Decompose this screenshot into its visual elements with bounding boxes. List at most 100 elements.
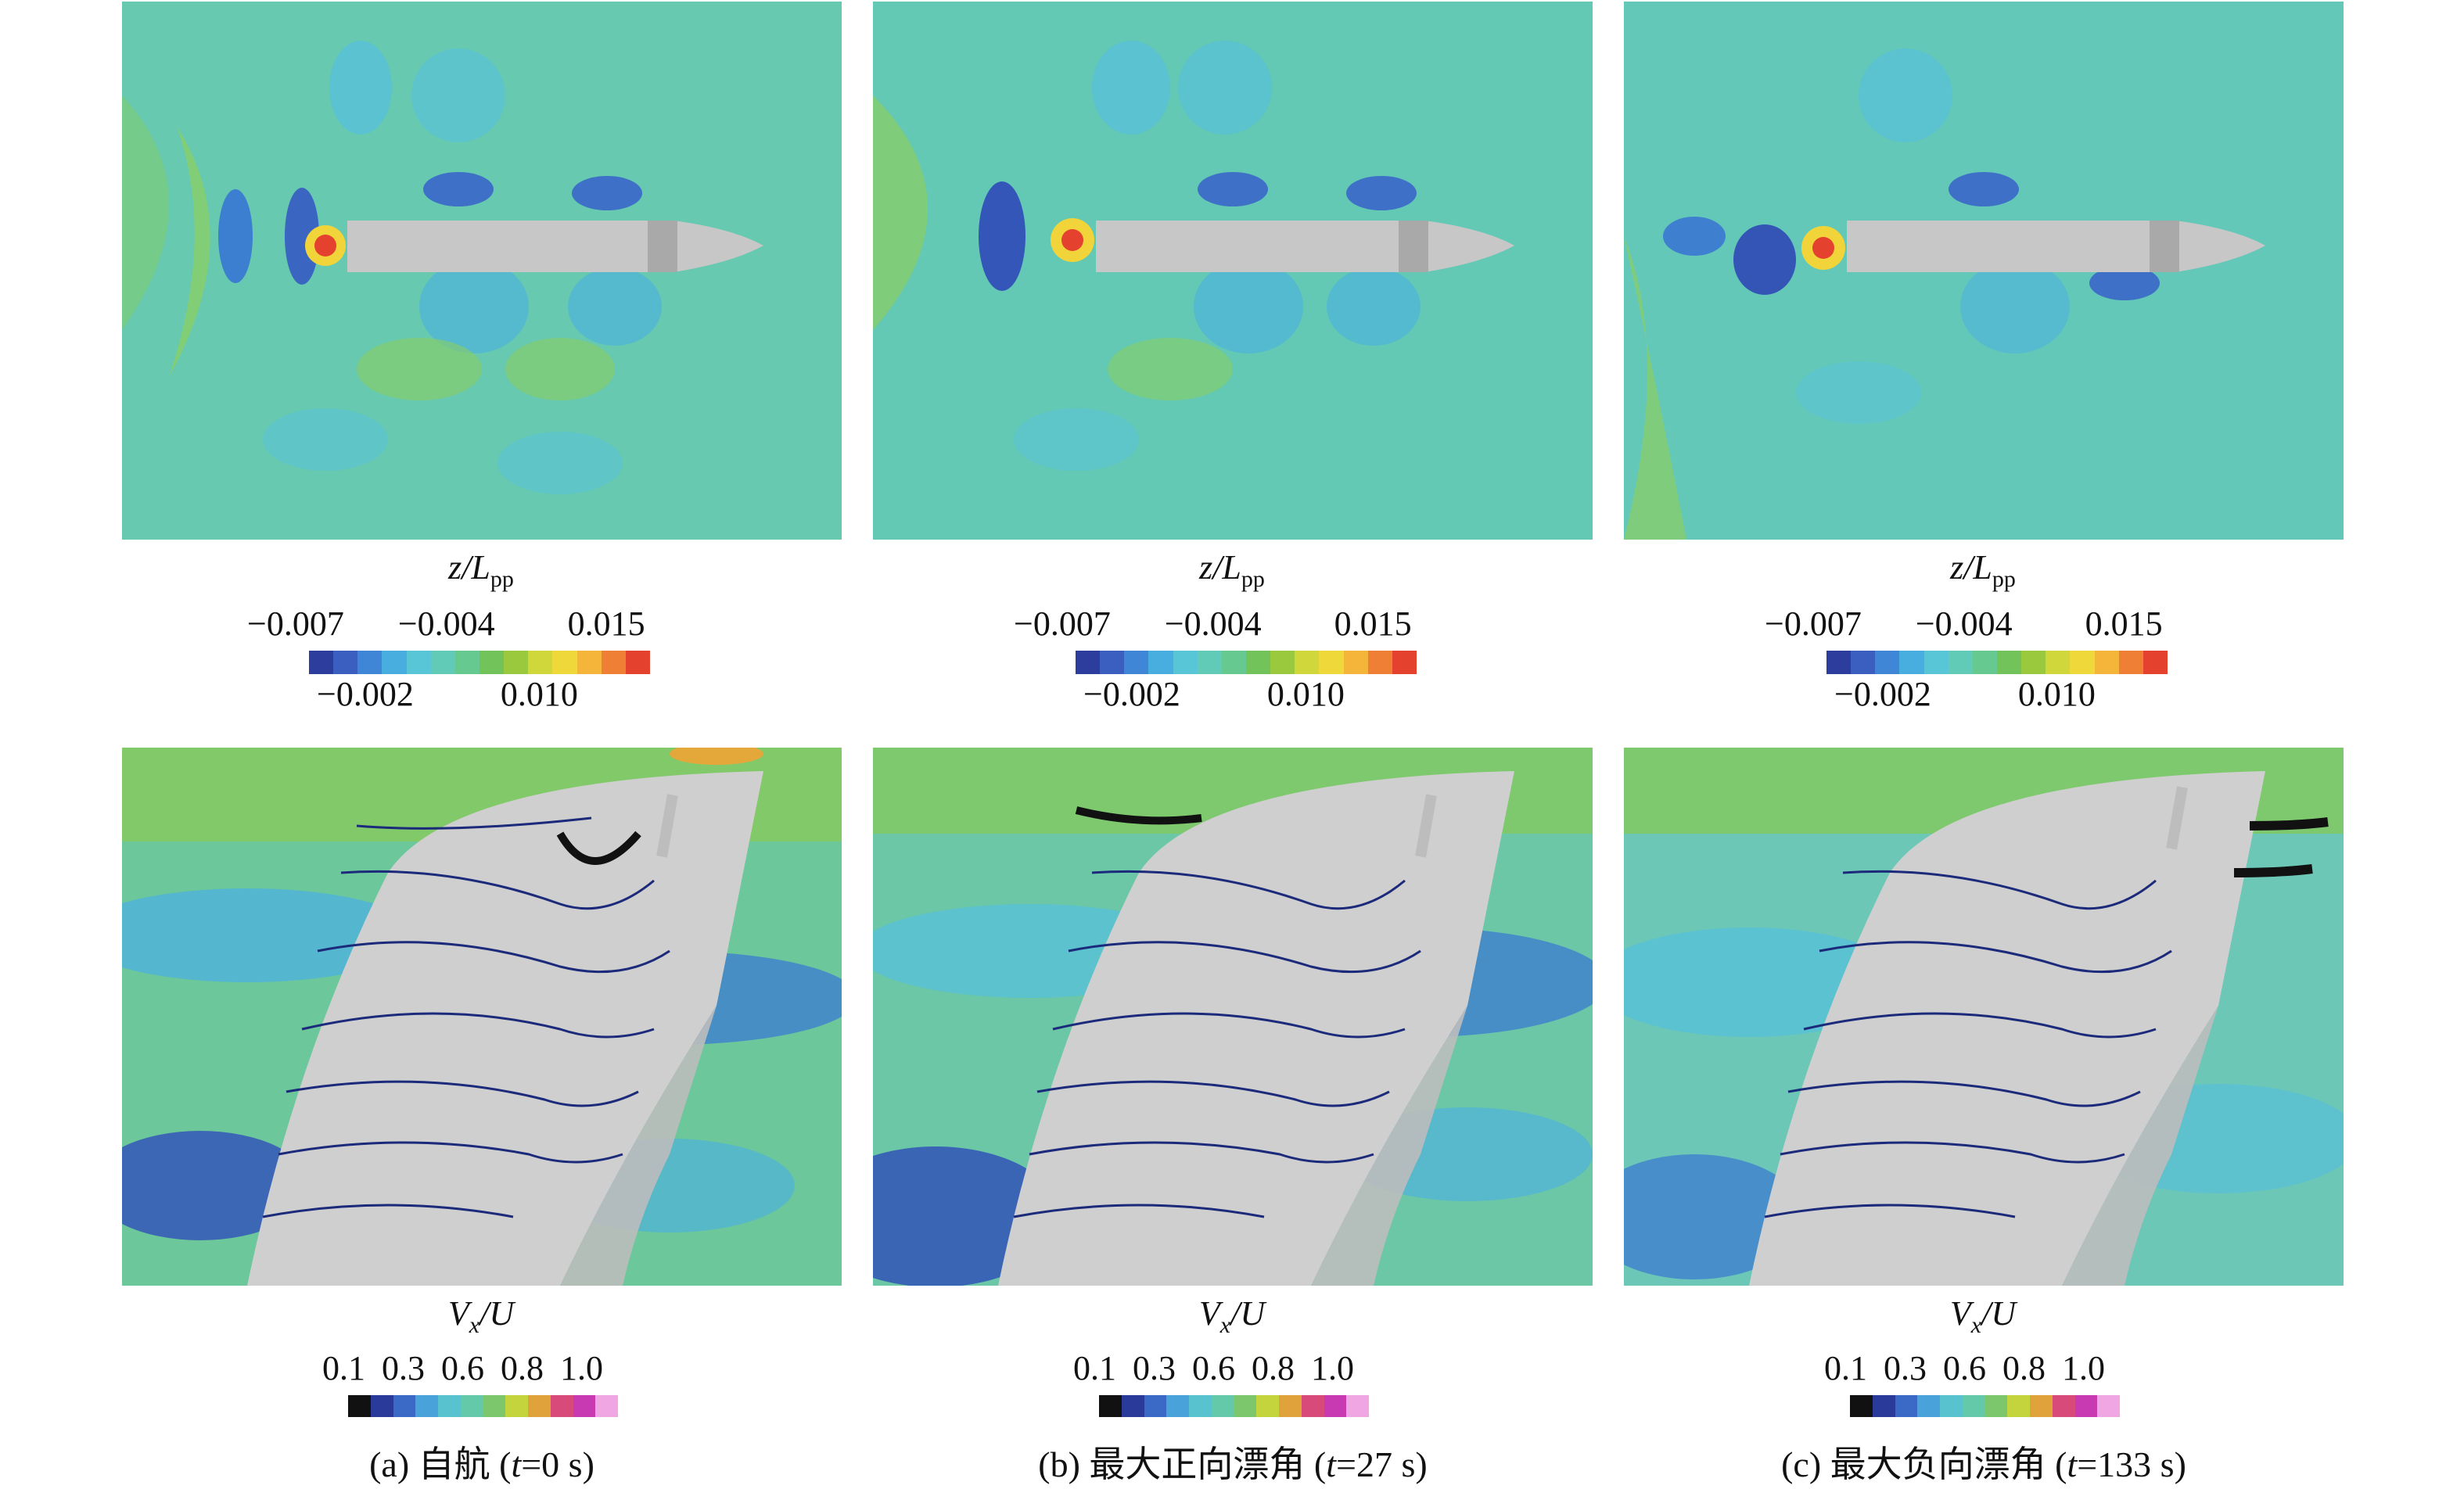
colorbar-swatch xyxy=(1197,651,1222,674)
tick: 0.8 xyxy=(2002,1349,2046,1387)
surface-ticks-upper-c: −0.007 −0.004 0.015 xyxy=(1765,604,2163,644)
tick: 0.6 xyxy=(1943,1349,1986,1387)
colorbar-swatch xyxy=(393,1395,416,1417)
colorbar-swatch xyxy=(430,651,455,674)
colorbar-swatch xyxy=(1099,1395,1122,1417)
tick: 0.8 xyxy=(1252,1349,1295,1387)
surface-colorbar-title-b: z/Lpp xyxy=(1036,547,1428,593)
tick: −0.007 xyxy=(1765,605,1862,643)
velocity-colorbar-c xyxy=(1850,1395,2120,1417)
title-sub: pp xyxy=(1241,566,1265,592)
tick: 0.6 xyxy=(441,1349,484,1387)
colorbar-swatch xyxy=(601,651,626,674)
title-sub: x xyxy=(1970,1312,1982,1338)
tick: 0.3 xyxy=(382,1349,425,1387)
colorbar-swatch xyxy=(2097,1395,2120,1417)
wave-field-image xyxy=(873,2,1593,540)
velocity-plot-c xyxy=(1624,748,2344,1286)
colorbar-swatch xyxy=(505,1395,528,1417)
tick: −0.007 xyxy=(247,605,344,643)
colorbar-swatch xyxy=(2143,651,2168,674)
velocity-ticks-c: 0.1 0.3 0.6 0.8 1.0 xyxy=(1824,1348,2105,1388)
stern-velocity-image xyxy=(873,748,1593,1286)
surface-colorbar-c xyxy=(1826,651,2168,674)
tick: 0.010 xyxy=(1266,675,1345,713)
colorbar-swatch xyxy=(2046,651,2071,674)
caption-suffix: =27 s) xyxy=(1336,1444,1428,1484)
colorbar-swatch xyxy=(1872,1395,1895,1417)
caption-suffix: =133 s) xyxy=(2077,1444,2186,1484)
tick: 0.1 xyxy=(322,1349,365,1387)
caption-prefix: (b) 最大正向漂角 ( xyxy=(1038,1444,1327,1484)
colorbar-swatch xyxy=(595,1395,618,1417)
colorbar-swatch xyxy=(1895,1395,1918,1417)
tick: −0.002 xyxy=(1834,675,1931,713)
colorbar-swatch xyxy=(309,651,334,674)
colorbar-swatch xyxy=(1245,651,1271,674)
colorbar-swatch xyxy=(1121,1395,1144,1417)
surface-ticks-lower-b: −0.002 0.010 xyxy=(1083,674,1345,714)
colorbar-swatch xyxy=(1148,651,1173,674)
caption-t: t xyxy=(1326,1444,1337,1484)
velocity-colorbar-b xyxy=(1099,1395,1369,1417)
surface-ticks-lower-a: −0.002 0.010 xyxy=(317,674,578,714)
title-sub: x xyxy=(469,1312,480,1338)
colorbar-swatch xyxy=(1875,651,1900,674)
colorbar-swatch xyxy=(460,1395,483,1417)
colorbar-swatch xyxy=(1189,1395,1212,1417)
tick: 0.6 xyxy=(1192,1349,1235,1387)
colorbar-swatch xyxy=(1962,1395,1985,1417)
title-main: V xyxy=(1198,1294,1220,1333)
colorbar-swatch xyxy=(1100,651,1125,674)
surface-ticks-lower-c: −0.002 0.010 xyxy=(1834,674,2096,714)
colorbar-swatch xyxy=(483,1395,506,1417)
caption-t: t xyxy=(511,1444,522,1484)
caption-prefix: (a) 自航 ( xyxy=(369,1444,512,1484)
velocity-colorbar-title-a: Vx/U xyxy=(286,1293,677,1339)
colorbar-swatch xyxy=(528,651,553,674)
velocity-plot-a xyxy=(122,748,842,1286)
colorbar-swatch xyxy=(573,1395,596,1417)
colorbar-swatch xyxy=(1996,651,2022,674)
colorbar-swatch xyxy=(1948,651,1973,674)
tick: 1.0 xyxy=(560,1349,603,1387)
surface-plot-c xyxy=(1624,2,2344,540)
colorbar-swatch xyxy=(1984,1395,2008,1417)
colorbar-swatch xyxy=(1211,1395,1234,1417)
colorbar-swatch xyxy=(1923,651,1949,674)
colorbar-swatch xyxy=(1940,1395,1963,1417)
tick: 0.3 xyxy=(1133,1349,1176,1387)
colorbar-swatch xyxy=(1124,651,1149,674)
colorbar-swatch xyxy=(1270,651,1295,674)
title-main: z/L xyxy=(1199,548,1241,587)
surface-colorbar-a xyxy=(309,651,650,674)
title-main: z/L xyxy=(448,548,490,587)
colorbar-swatch xyxy=(1279,1395,1302,1417)
colorbar-swatch xyxy=(2021,651,2046,674)
colorbar-swatch xyxy=(504,651,529,674)
colorbar-swatch xyxy=(1917,1395,1940,1417)
tick: −0.004 xyxy=(1164,605,1262,643)
tick: 0.010 xyxy=(2017,675,2096,713)
title-main: V xyxy=(447,1294,469,1333)
tick: 1.0 xyxy=(2062,1349,2105,1387)
wave-field-image xyxy=(1624,2,2344,540)
colorbar-swatch xyxy=(1850,1395,1873,1417)
colorbar-swatch xyxy=(552,651,577,674)
tick: 0.8 xyxy=(501,1349,544,1387)
colorbar-swatch xyxy=(454,651,480,674)
colorbar-swatch xyxy=(625,651,650,674)
tick: 0.1 xyxy=(1824,1349,1867,1387)
colorbar-swatch xyxy=(406,651,431,674)
caption-t: t xyxy=(2067,1444,2078,1484)
stern-velocity-image xyxy=(1624,748,2344,1286)
tick: −0.007 xyxy=(1014,605,1111,643)
surface-plot-b xyxy=(873,2,1593,540)
surface-ticks-upper-a: −0.007 −0.004 0.015 xyxy=(247,604,645,644)
colorbar-swatch xyxy=(528,1395,551,1417)
colorbar-swatch xyxy=(415,1395,438,1417)
tick: −0.002 xyxy=(1083,675,1180,713)
velocity-ticks-b: 0.1 0.3 0.6 0.8 1.0 xyxy=(1073,1348,1354,1388)
colorbar-swatch xyxy=(1392,651,1417,674)
tick: 0.3 xyxy=(1884,1349,1927,1387)
